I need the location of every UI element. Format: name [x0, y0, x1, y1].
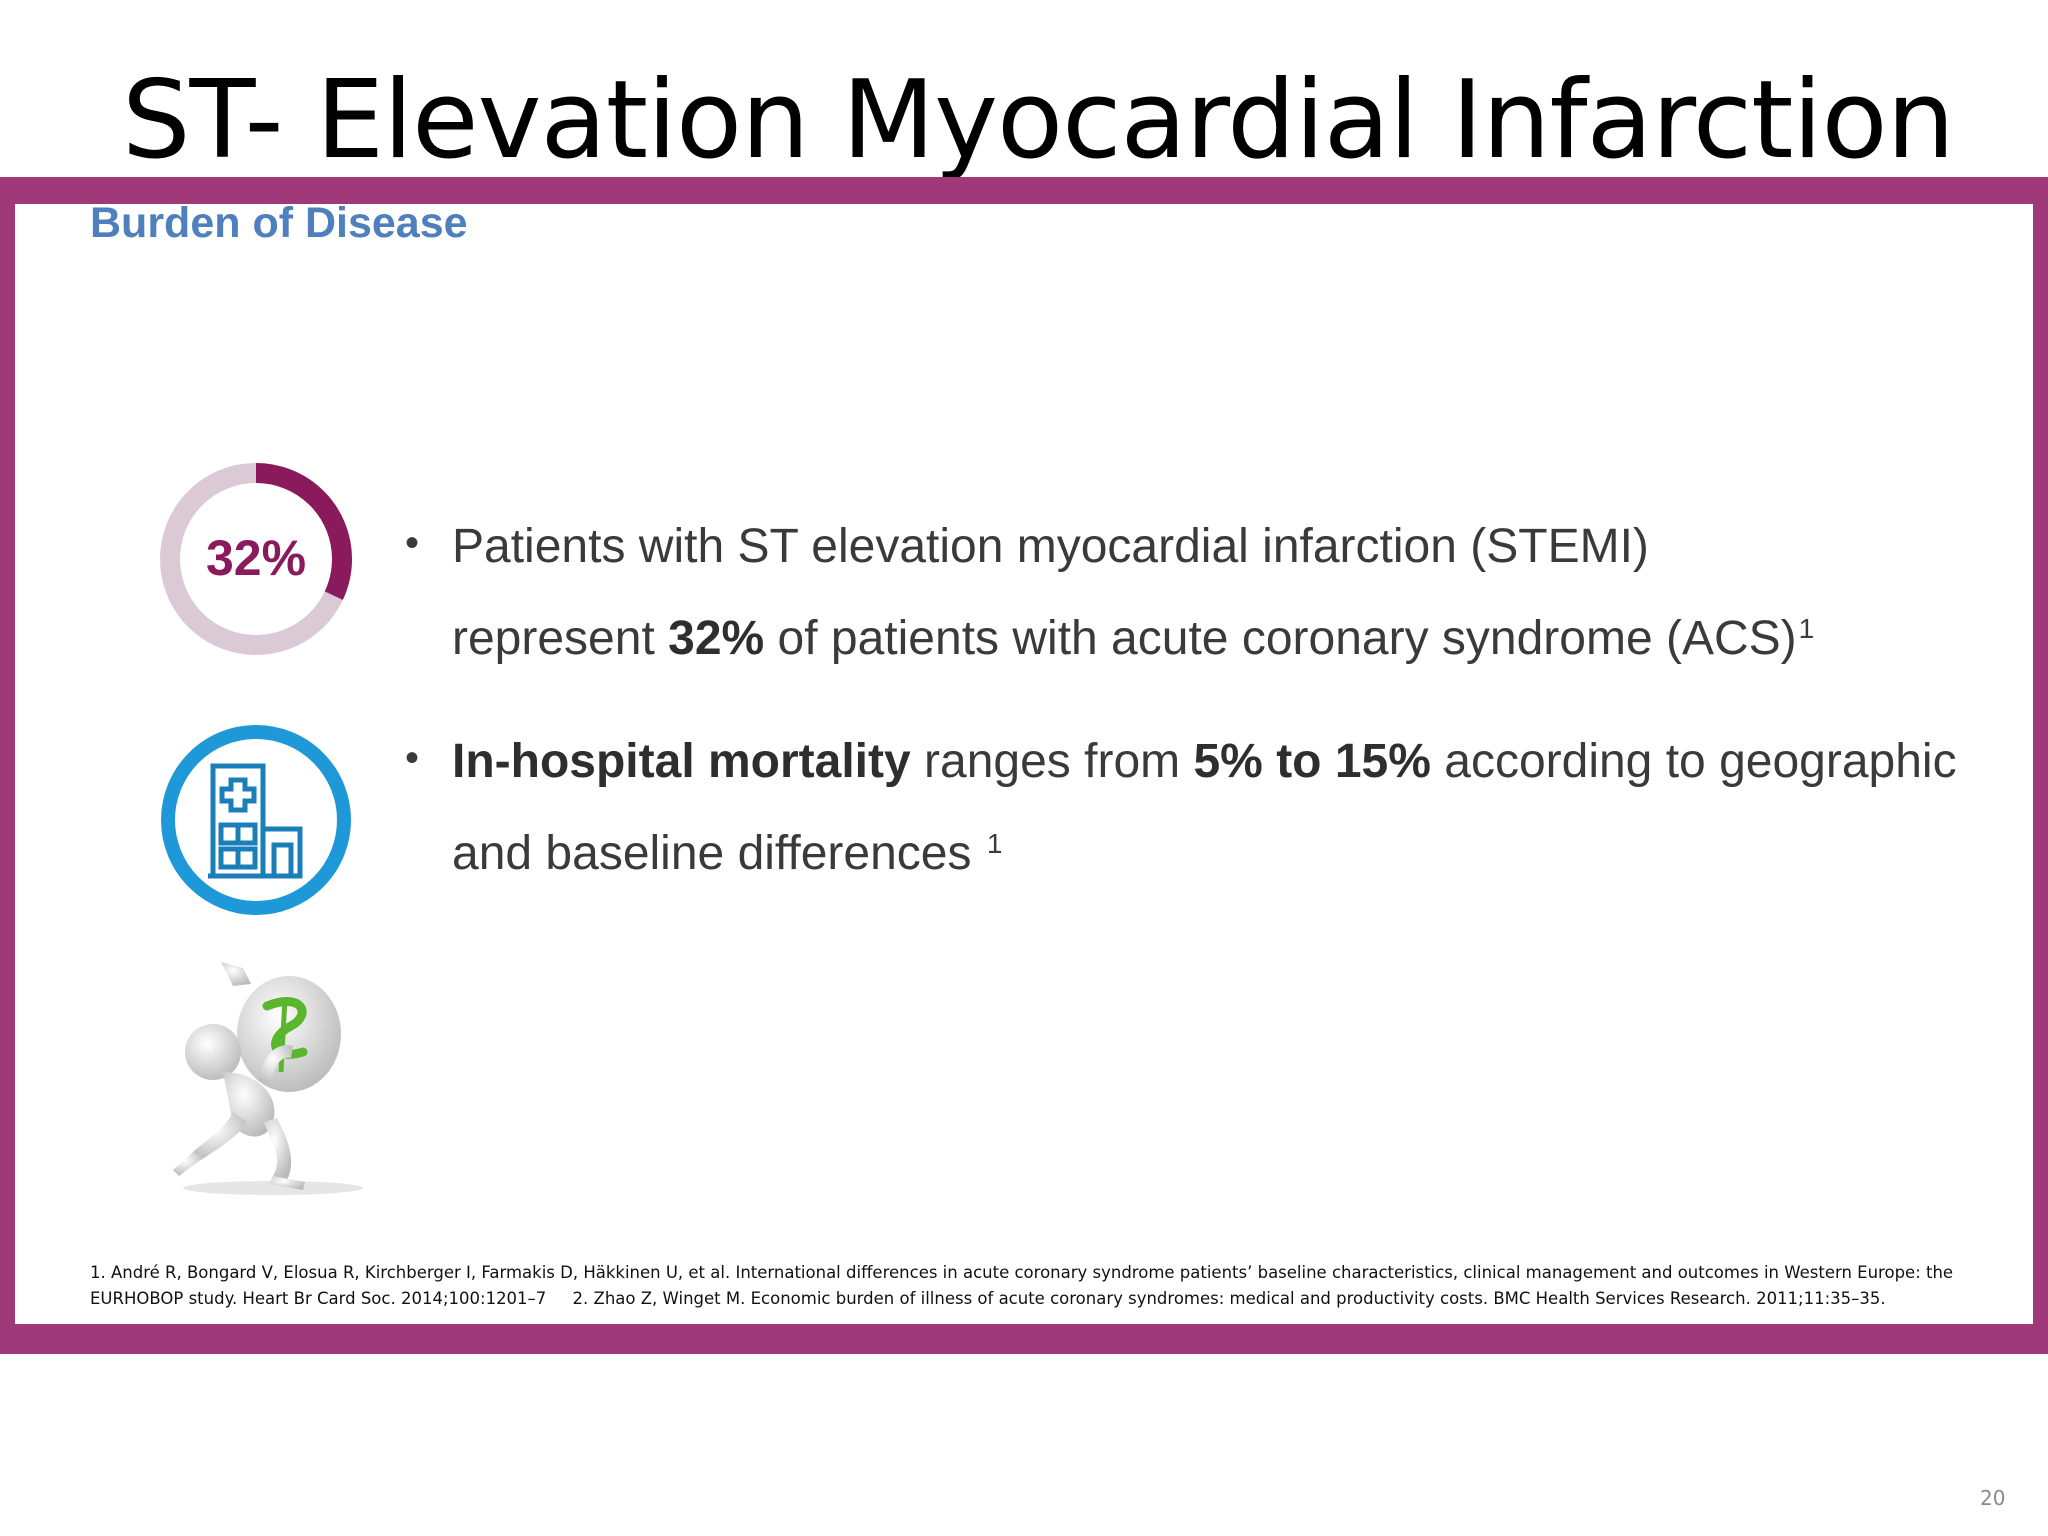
donut-label: 32%	[206, 530, 306, 586]
content-panel: Burden of Disease 32%	[15, 204, 2033, 1324]
bullet-stemi-share: Patients with ST elevation myocardial in…	[405, 497, 1965, 685]
bullet-in-hospital-mortality: In-hospital mortality ranges from 5% to …	[405, 712, 1965, 900]
percent-donut-icon: 32%	[158, 461, 354, 657]
hospital-building-icon	[158, 722, 354, 918]
slide-title: ST- Elevation Myocardial Infarction	[122, 58, 1955, 183]
reference-1: 1. André R, Bongard V, Elosua R, Kirchbe…	[90, 1263, 1954, 1308]
content-frame: Burden of Disease 32%	[0, 177, 2048, 1354]
references: 1. André R, Bongard V, Elosua R, Kirchbe…	[90, 1260, 2010, 1312]
section-subtitle: Burden of Disease	[90, 204, 468, 247]
page-number: 20	[1980, 1486, 2006, 1510]
reference-2: 2. Zhao Z, Winget M. Economic burden of …	[572, 1289, 1886, 1308]
figure-carrying-money-bag-icon	[163, 962, 373, 1198]
bullet-list: Patients with ST elevation myocardial in…	[405, 497, 1965, 931]
donut-fill	[160, 463, 352, 655]
